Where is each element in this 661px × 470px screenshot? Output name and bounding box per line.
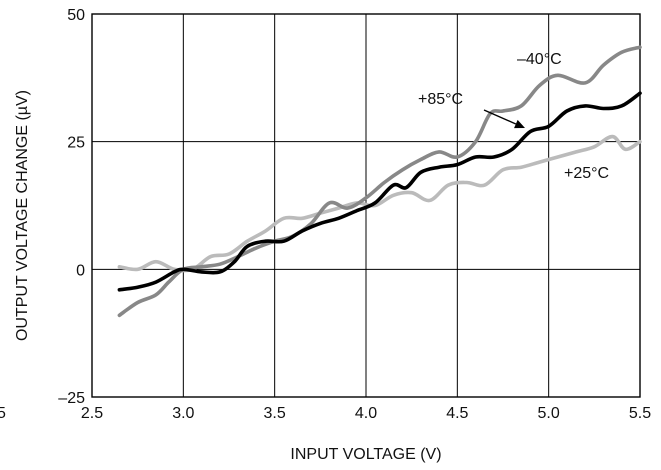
- tick-labels: 2.5 3.0 3.5 4.0 4.5 5.0 5.5 –25 0 25 50: [58, 7, 651, 422]
- series-label-minus40c: –40°C: [517, 51, 562, 68]
- y-tick-label: 50: [67, 7, 85, 24]
- x-tick-label: 5.0: [538, 405, 560, 422]
- x-tick-label: 4.0: [355, 405, 377, 422]
- x-axis-title: INPUT VOLTAGE (V): [290, 446, 441, 463]
- x-tick-label: 4.5: [446, 405, 468, 422]
- series-label-plus85c: +85°C: [418, 91, 463, 108]
- series-lines: [117, 45, 642, 318]
- x-tick-label: 2.5: [81, 405, 103, 422]
- series-label-plus25c: +25°C: [564, 165, 609, 182]
- cut-off-tick-label: 5: [0, 405, 6, 422]
- y-axis-title: OUTPUT VOLTAGE CHANGE (µV): [14, 90, 31, 341]
- y-tick-label: 25: [67, 135, 85, 152]
- plus85c-pointer-arrow: [483, 109, 525, 129]
- x-tick-label: 5.5: [629, 405, 651, 422]
- y-tick-label: 0: [76, 262, 85, 279]
- series-line-minus40c: [117, 45, 642, 318]
- y-tick-label: –25: [58, 390, 85, 407]
- series-line-plus85c: [117, 91, 642, 292]
- series-line-plus25c: [117, 134, 642, 273]
- x-tick-label: 3.5: [264, 405, 286, 422]
- plot-frame: [91, 13, 641, 398]
- x-tick-label: 3.0: [172, 405, 194, 422]
